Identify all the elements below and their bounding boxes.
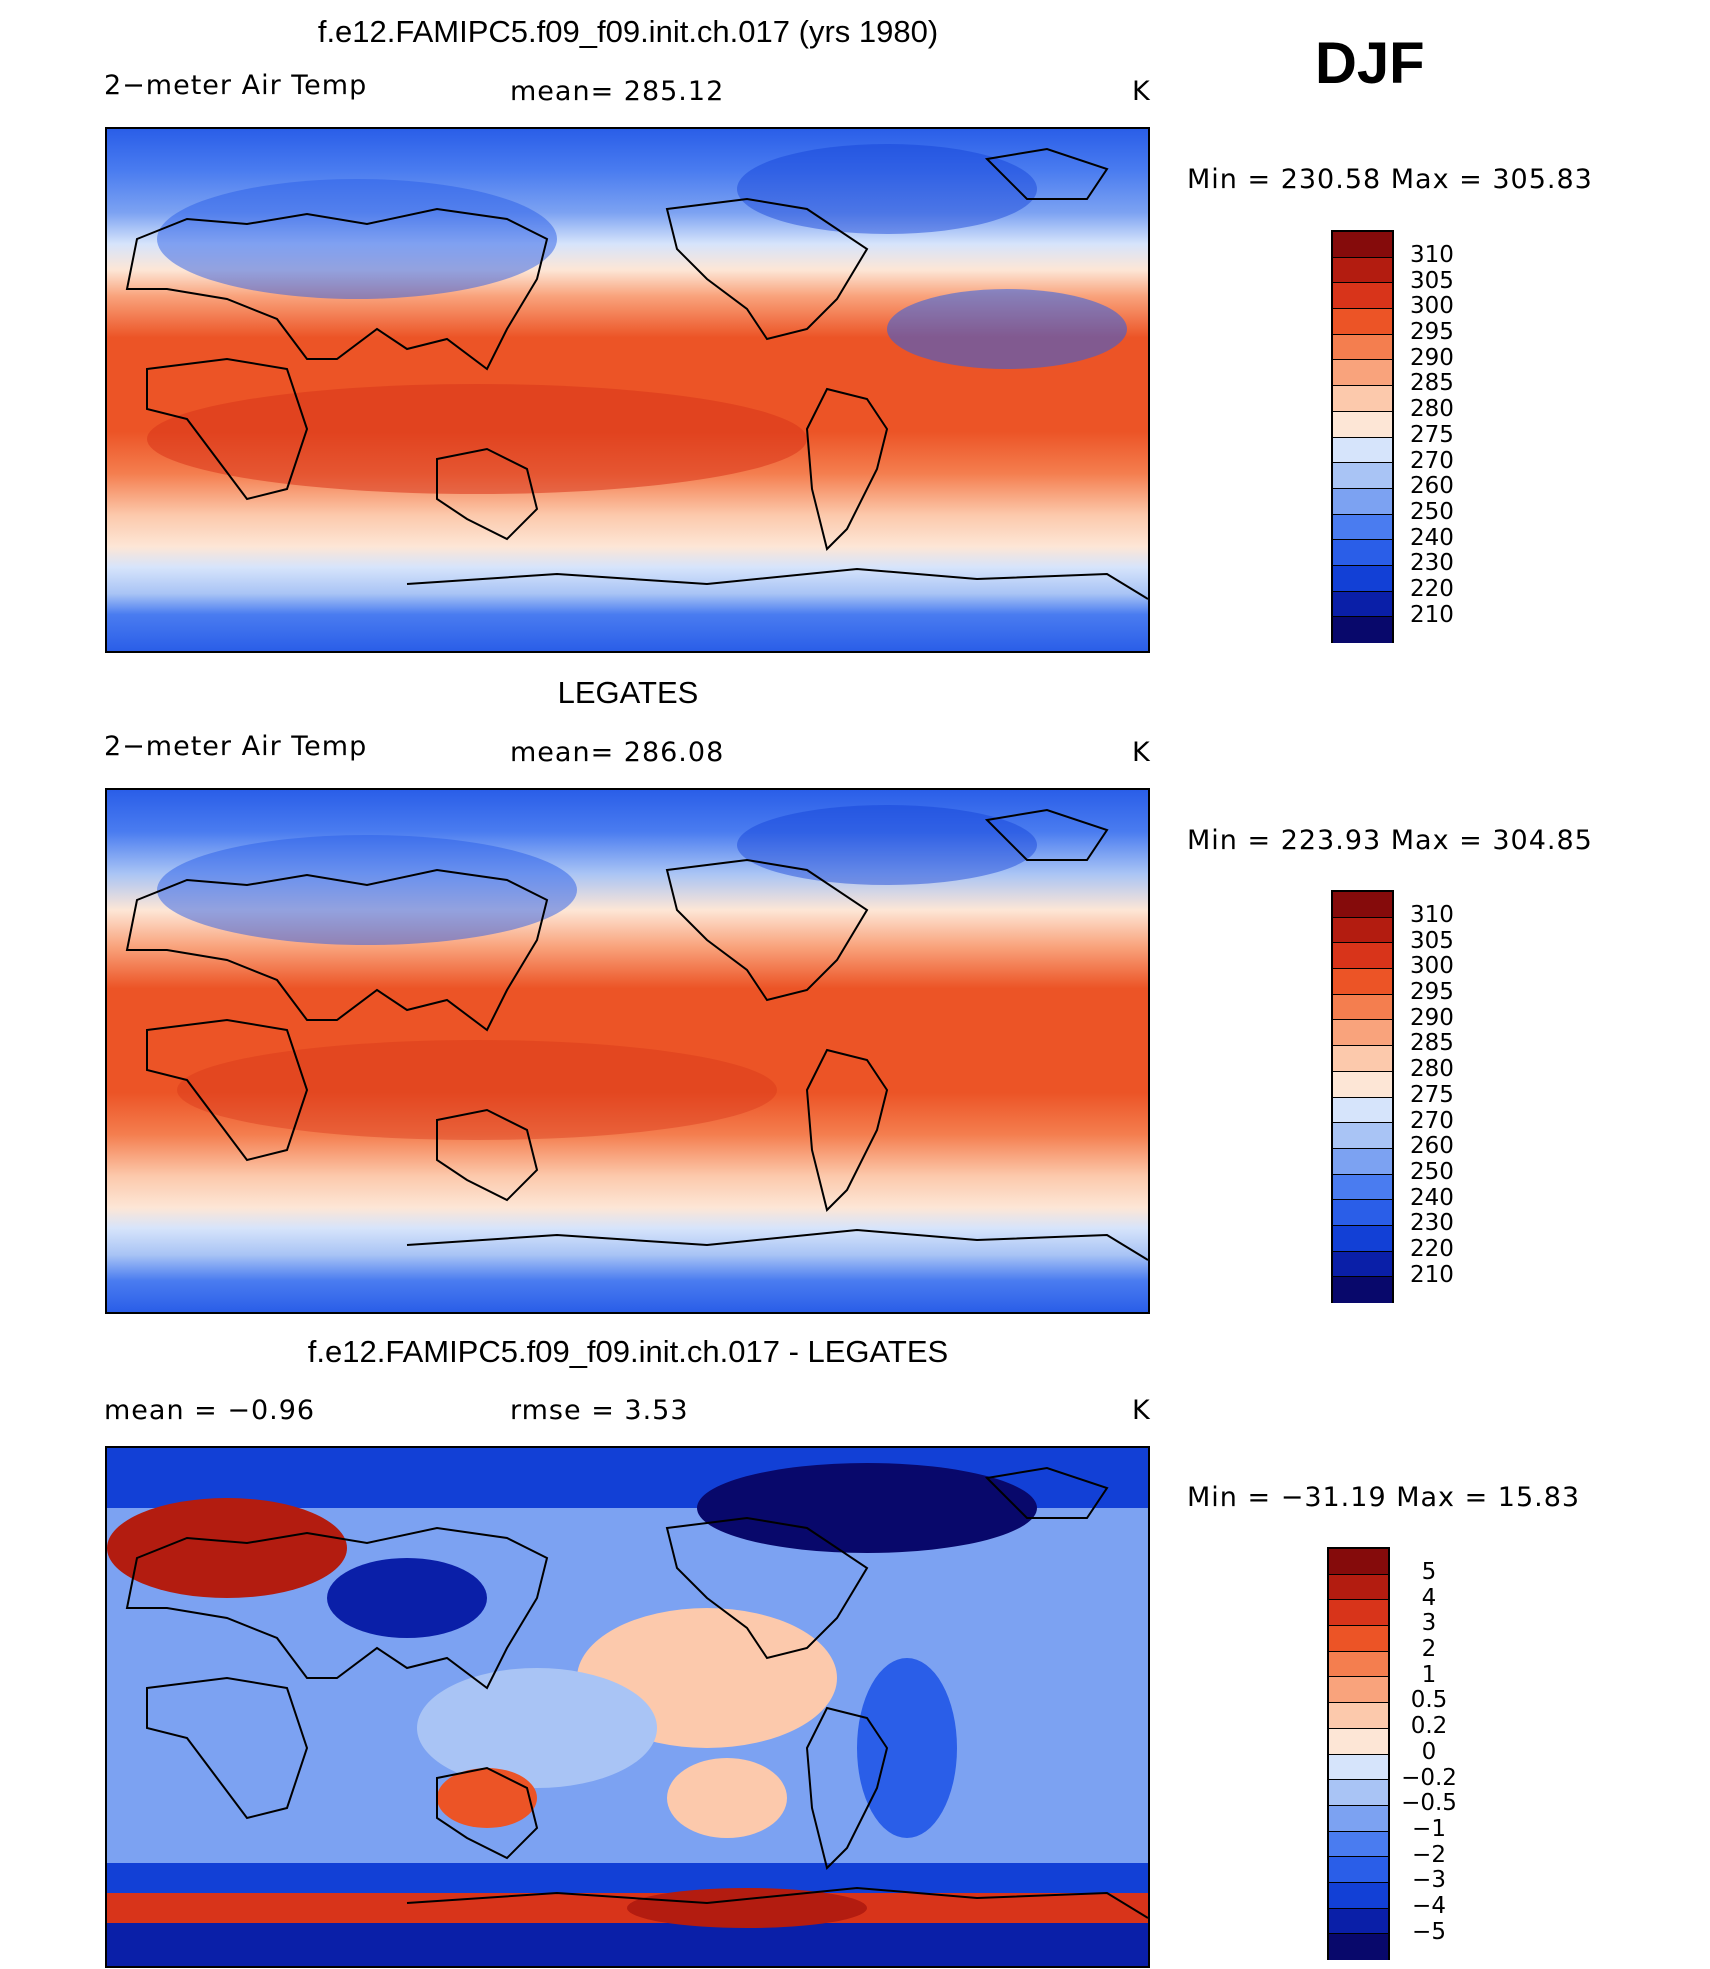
panel3-map	[105, 1446, 1150, 1968]
panel1-colorbar	[1331, 230, 1394, 643]
tick-label: 310	[1410, 242, 1454, 268]
tick-label: 0.5	[1410, 1687, 1448, 1714]
tick-label: −0.5	[1401, 1790, 1457, 1817]
panel2-colorbar-ticks: 310 305 300 295 290 285 280 275 270 260 …	[1410, 902, 1454, 1288]
panel3-colorbar	[1327, 1547, 1390, 1960]
tick-label: 2	[1421, 1636, 1437, 1663]
tick-label: 275	[1410, 421, 1454, 448]
tick-label: 230	[1410, 550, 1454, 577]
tick-label: 3	[1421, 1610, 1437, 1637]
tick-label: 4	[1421, 1584, 1437, 1611]
tick-label: −4	[1412, 1892, 1446, 1919]
panel1-units-label: K	[1132, 76, 1151, 107]
difference-map	[107, 1448, 1148, 1966]
tick-label: 5	[1421, 1559, 1437, 1585]
tick-label: −5	[1412, 1918, 1446, 1945]
panel3-rmse-label: rmse = 3.53	[510, 1395, 689, 1426]
tick-label: 210	[1410, 601, 1454, 628]
tick-label: 290	[1410, 344, 1454, 371]
panel2-map	[105, 788, 1150, 1314]
tick-label: 305	[1410, 267, 1454, 294]
tick-label: 295	[1410, 979, 1454, 1006]
tick-label: −1	[1412, 1815, 1446, 1842]
tick-label: −3	[1412, 1867, 1446, 1894]
tick-label: 300	[1410, 293, 1454, 320]
tick-label: 220	[1410, 1235, 1454, 1262]
tick-label: 1	[1421, 1661, 1437, 1688]
tick-label: 0.2	[1410, 1713, 1448, 1740]
tick-label: 240	[1410, 524, 1454, 551]
tick-label: −0.2	[1401, 1764, 1457, 1791]
panel1-map	[105, 127, 1150, 653]
tick-label: 295	[1410, 319, 1454, 346]
tick-label: 240	[1410, 1184, 1454, 1211]
panel1-title: f.e12.FAMIPC5.f09_f09.init.ch.017 (yrs 1…	[317, 14, 939, 49]
tick-label: 220	[1410, 575, 1454, 602]
tick-label: 250	[1410, 498, 1454, 525]
panel1-variable-label: 2−meter Air Temp	[104, 70, 368, 101]
tick-label: 280	[1410, 396, 1454, 423]
tick-label: 310	[1410, 902, 1454, 928]
panel2-mean-label: mean= 286.08	[510, 737, 725, 768]
panel3-mean-label: mean = −0.96	[104, 1395, 316, 1426]
panel2-variable-label: 2−meter Air Temp	[104, 731, 368, 762]
panel1-colorbar-ticks: 310 305 300 295 290 285 280 275 270 260 …	[1410, 242, 1454, 628]
panel2-units-label: K	[1132, 737, 1151, 768]
tick-label: 270	[1410, 1107, 1454, 1134]
season-label: DJF	[1315, 31, 1425, 96]
panel3-title: f.e12.FAMIPC5.f09_f09.init.ch.017 - LEGA…	[307, 1334, 949, 1369]
tick-label: 285	[1410, 1030, 1454, 1057]
tick-label: 250	[1410, 1158, 1454, 1185]
panel3-colorbar-ticks: 5 4 3 2 1 0.5 0.2 0 −0.2 −0.5 −1 −2 −3 −…	[1400, 1559, 1458, 1945]
panel3-units-label: K	[1132, 1395, 1151, 1426]
observed-temperature-map	[107, 790, 1148, 1312]
panel2-colorbar	[1331, 890, 1394, 1303]
tick-label: 230	[1410, 1210, 1454, 1237]
panel1-mean-label: mean= 285.12	[510, 76, 725, 107]
tick-label: 0	[1421, 1738, 1437, 1765]
tick-label: 270	[1410, 447, 1454, 474]
panel1-minmax: Min = 230.58 Max = 305.83	[1187, 164, 1593, 195]
tick-label: 300	[1410, 953, 1454, 980]
tick-label: 210	[1410, 1261, 1454, 1288]
tick-label: 280	[1410, 1056, 1454, 1083]
panel3-minmax: Min = −31.19 Max = 15.83	[1187, 1482, 1581, 1513]
panel2-title: LEGATES	[557, 675, 699, 710]
tick-label: 285	[1410, 370, 1454, 397]
tick-label: 290	[1410, 1004, 1454, 1031]
tick-label: 275	[1410, 1081, 1454, 1108]
tick-label: 260	[1410, 1133, 1454, 1160]
tick-label: 305	[1410, 927, 1454, 954]
tick-label: 260	[1410, 473, 1454, 500]
model-temperature-map	[107, 129, 1148, 651]
panel2-minmax: Min = 223.93 Max = 304.85	[1187, 825, 1593, 856]
tick-label: −2	[1412, 1841, 1446, 1868]
